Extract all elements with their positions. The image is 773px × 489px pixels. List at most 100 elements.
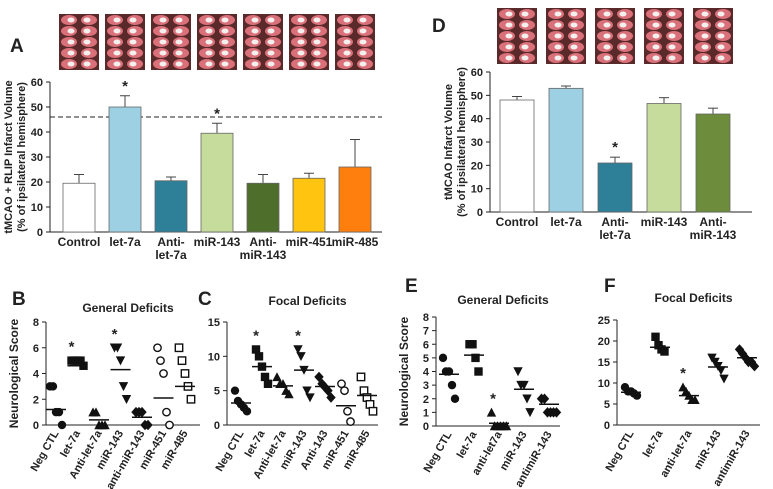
infarct-region [129,28,137,34]
infarct-region [83,28,91,34]
data-point-mir-485 [177,356,187,366]
data-point-mir-451 [340,386,349,396]
infarct-region [554,33,562,39]
infarct-region [67,28,75,34]
x-tick-label: let-7a [155,248,187,262]
infarct-region [251,61,259,67]
panel-title: Focal Deficits [654,291,732,305]
data-point-anti-let-7a [284,389,294,399]
x-tick-label: miR-143 [194,235,241,249]
bar-control [499,99,535,213]
infarct-region [267,28,275,34]
infarct-region [251,28,259,34]
infarct-region [668,44,676,50]
y-tick-label: 5 [604,399,610,411]
infarct-region [619,11,627,17]
infarct-region [717,33,725,39]
infarct-region [701,22,709,28]
data-point-neg-ctl [447,380,457,390]
data-point-anti-143 [326,392,336,403]
infarct-region [159,17,167,23]
data-point-mir-143 [519,380,529,390]
infarct-region [603,44,611,50]
significance-star: * [612,139,618,156]
infarct-region [570,33,578,39]
infarct-region [129,61,137,67]
data-point-mir-143 [522,394,532,404]
y-tick-label: 6 [33,343,39,355]
infarct-region [521,44,529,50]
infarct-region [570,55,578,61]
infarct-region [251,39,259,45]
infarct-region [175,39,183,45]
significance-star: * [253,327,259,344]
infarct-region [313,28,321,34]
data-point-mir-451 [165,420,174,430]
data-point-let-7a [471,353,480,363]
infarct-region [343,50,351,56]
brain-image-mir-485 [335,14,375,70]
brain-image-let-7a [105,14,145,70]
brain-image-control [59,14,99,70]
data-point-mir-451 [343,406,352,416]
data-point-mir-143 [293,345,303,355]
infarct-region [297,61,305,67]
y-tick-label: 10 [471,184,483,196]
data-point-let-7a [263,379,273,388]
y-tick-label: 30 [471,137,483,149]
infarct-region [129,50,137,56]
data-point-antimir-143 [749,361,760,372]
infarct-region [221,28,229,34]
x-tick-label: let-7a [641,428,666,460]
y-tick-label: 10 [208,351,220,363]
data-point-mir-485 [368,406,378,416]
infarct-region [554,44,562,50]
bar-let-7a [108,106,142,233]
infarct-region [619,44,627,50]
data-point-mir-143 [112,343,123,353]
infarct-region [359,28,367,34]
y-axis-label: tMCAO Infarct Volume [443,84,455,200]
infarct-region [701,33,709,39]
infarct-region [505,22,513,28]
data-point-anti-let7a [486,407,497,417]
data-point-anti-let7a [501,421,512,431]
infarct-region [313,61,321,67]
y-tick-label: 1 [423,407,429,419]
data-point-anti-mir-143 [137,406,147,418]
x-tick-label: miR-143 [690,228,737,242]
data-point-let-7a [260,372,270,382]
bar-anti-let-7a [154,180,188,233]
infarct-region [221,17,229,23]
data-point-mir-451 [159,369,168,378]
x-tick-label: let-7a [599,228,631,242]
infarct-region [159,39,167,45]
infarct-region [267,17,275,23]
y-tick-label: 4 [423,367,430,379]
data-point-mir-143 [302,386,312,396]
data-point-mir-485 [174,343,184,353]
infarct-region [619,22,627,28]
infarct-region [221,39,229,45]
bar-control [62,182,96,233]
brain-image-anti-let-7a [595,8,635,64]
infarct-region [619,33,627,39]
y-tick-label: 3 [423,380,429,392]
infarct-region [267,61,275,67]
panel-F-focal-deficits-scatter: F 0 5 10 15 20 25 Focal Deficits Neg CTL let-7a *… [598,276,760,489]
brain-image-control [497,8,537,64]
y-tick-label: 5 [214,386,220,398]
data-point-mir-143 [719,374,729,384]
infarct-region [113,17,121,23]
infarct-region [343,39,351,45]
data-point-antimir-143 [551,407,562,418]
infarct-region [83,61,91,67]
y-tick-label: 25 [598,315,610,327]
data-point-mir-485 [356,372,366,382]
infarct-region [701,44,709,50]
y-tick-label: 40 [31,127,43,139]
x-tick-label: Control [58,235,101,249]
infarct-region [221,50,229,56]
data-point-mir-143 [115,356,126,366]
data-point-mir-451 [346,417,355,426]
